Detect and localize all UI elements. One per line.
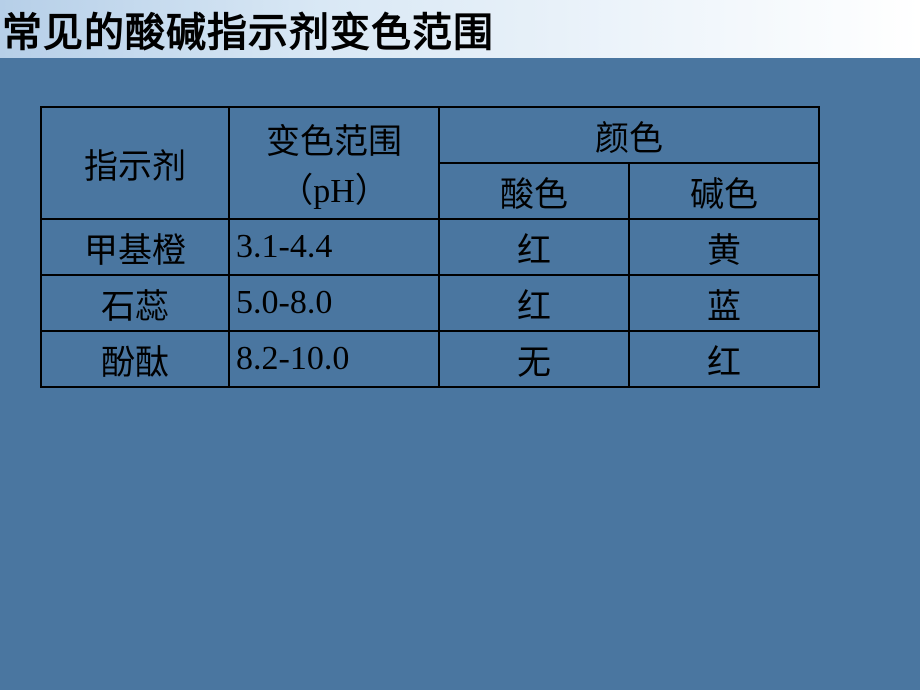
col-header-color-group: 颜色 (439, 107, 819, 163)
table-row: 石蕊 5.0-8.0 红 蓝 (41, 275, 819, 331)
cell-range: 5.0-8.0 (229, 275, 439, 331)
cell-base: 蓝 (629, 275, 819, 331)
cell-acid: 无 (439, 331, 629, 387)
table-row: 甲基橙 3.1-4.4 红 黄 (41, 219, 819, 275)
cell-range: 8.2-10.0 (229, 331, 439, 387)
col-header-range: 变色范围（pH） (229, 107, 439, 219)
col-header-acid: 酸色 (439, 163, 629, 219)
page-title: 常见的酸碱指示剂变色范围 (2, 0, 494, 58)
table-row: 酚酞 8.2-10.0 无 红 (41, 331, 819, 387)
cell-acid: 红 (439, 275, 629, 331)
indicator-table: 指示剂 变色范围（pH） 颜色 酸色 碱色 甲基橙 3.1-4.4 红 黄 石蕊… (40, 106, 820, 388)
cell-indicator: 石蕊 (41, 275, 229, 331)
cell-base: 红 (629, 331, 819, 387)
cell-indicator: 酚酞 (41, 331, 229, 387)
col-header-indicator: 指示剂 (41, 107, 229, 219)
title-bar: 常见的酸碱指示剂变色范围 (0, 0, 920, 58)
table-header-row: 指示剂 变色范围（pH） 颜色 (41, 107, 819, 163)
cell-indicator: 甲基橙 (41, 219, 229, 275)
table-container: 指示剂 变色范围（pH） 颜色 酸色 碱色 甲基橙 3.1-4.4 红 黄 石蕊… (0, 58, 920, 388)
cell-range: 3.1-4.4 (229, 219, 439, 275)
cell-acid: 红 (439, 219, 629, 275)
cell-base: 黄 (629, 219, 819, 275)
col-header-base: 碱色 (629, 163, 819, 219)
